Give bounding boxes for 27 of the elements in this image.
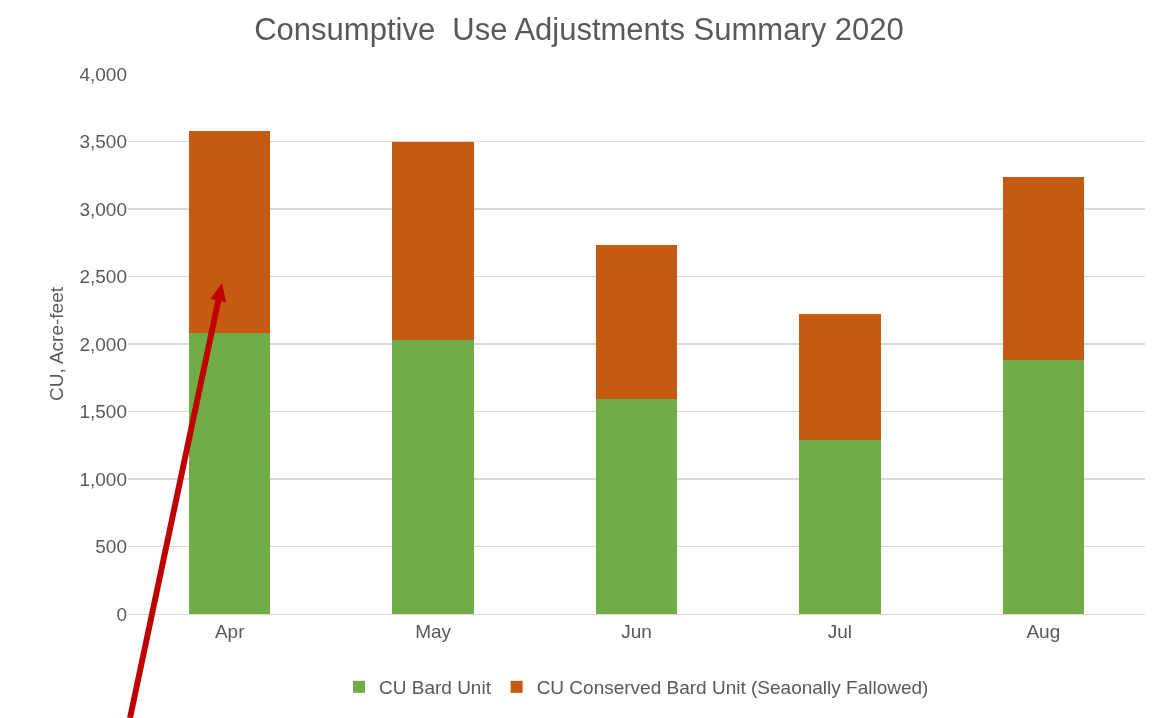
y-tick-label: 1,000 [79, 468, 127, 490]
chart-title: Consumptive Use Adjustments Summary 2020 [254, 11, 904, 47]
x-tick-label: Aug [1026, 620, 1061, 642]
bar [189, 130, 271, 334]
bar [1002, 176, 1084, 361]
bar [392, 339, 474, 614]
y-axis-title: CU, Acre-feet [46, 286, 68, 402]
bar [392, 141, 474, 340]
bar [799, 314, 881, 440]
x-tick-label: Jun [621, 620, 652, 642]
x-tick-label: Apr [214, 620, 246, 642]
bar [799, 439, 881, 614]
y-tick-label: 500 [95, 536, 127, 558]
y-tick-label: 2,000 [79, 333, 127, 355]
legend-label: CU Bard Unit [379, 677, 492, 699]
y-tick-label: 4,000 [79, 63, 127, 85]
y-tick-label: 1,500 [79, 401, 127, 423]
y-tick-label: 0 [116, 603, 127, 625]
y-tick-label: 2,500 [79, 266, 127, 288]
bar [595, 399, 678, 614]
bar [1002, 360, 1084, 614]
legend-label: CU Conserved Bard Unit (Seaonally Fallowed) [536, 677, 929, 699]
y-tick-label: 3,000 [79, 198, 127, 220]
x-tick-label: Jul [827, 620, 853, 642]
bar [595, 245, 678, 400]
x-tick-label: May [415, 620, 452, 642]
y-tick-label: 3,500 [79, 131, 127, 153]
